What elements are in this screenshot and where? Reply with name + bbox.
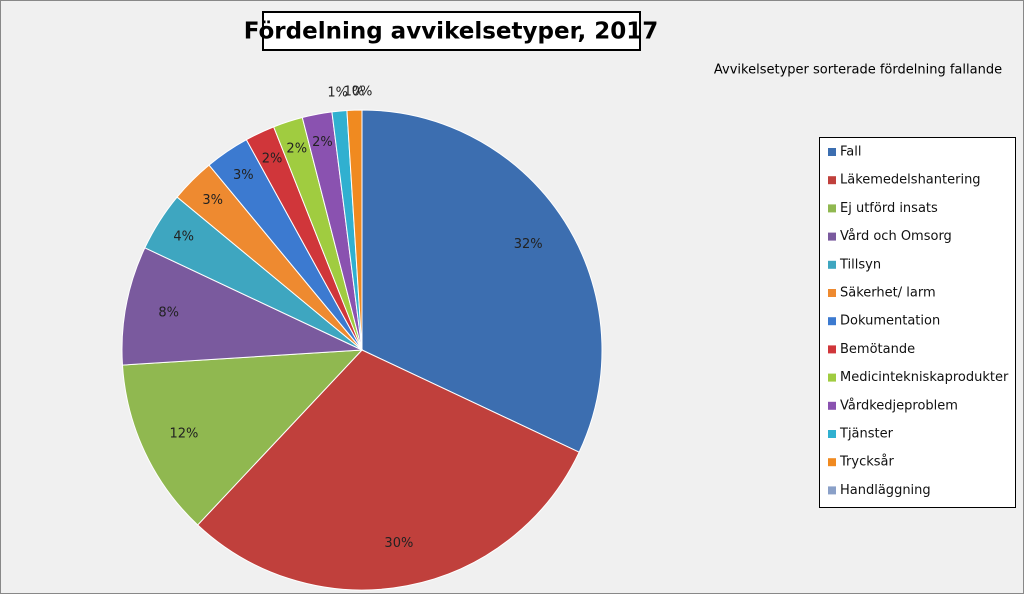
legend-swatch — [828, 148, 836, 156]
legend-swatch — [828, 260, 836, 269]
data-label: 1% — [344, 85, 365, 100]
data-label: 2% — [312, 135, 333, 150]
legend-label: Läkemedelshantering — [840, 173, 981, 188]
data-label: 1% — [327, 86, 348, 101]
legend-swatch — [828, 204, 836, 213]
legend-swatch — [828, 373, 836, 382]
data-label: 2% — [286, 142, 307, 157]
legend-swatch — [828, 430, 836, 438]
chart-subtitle: Avvikelsetyper sorterade fördelning fall… — [714, 63, 1002, 78]
pie-slice — [197, 349, 580, 591]
legend-swatch — [828, 176, 836, 185]
legend-label: Tillsyn — [839, 257, 881, 272]
data-label: 8% — [158, 306, 179, 321]
legend-label: Trycksår — [839, 455, 894, 470]
legend-swatch — [828, 401, 836, 410]
legend-swatch — [828, 345, 836, 354]
legend-swatch — [828, 486, 836, 495]
legend-label: Vårdkedjeproblem — [840, 398, 958, 413]
legend-swatch — [828, 289, 836, 297]
data-label: 32% — [514, 237, 543, 252]
legend-label: Ej utförd insats — [840, 201, 938, 216]
pie-slice — [121, 247, 363, 366]
legend-label: Vård och Omsorg — [840, 229, 952, 244]
legend-label: Fall — [840, 145, 861, 160]
legend-label: Dokumentation — [840, 314, 940, 329]
chart-title: Fördelning avvikelsetyper, 2017 — [244, 19, 659, 45]
title-box — [262, 11, 641, 51]
data-label: 12% — [169, 426, 198, 441]
legend-label: Säkerhet/ larm — [840, 286, 936, 301]
legend-label: Medicintekniskaprodukter — [840, 370, 1009, 385]
legend-box — [819, 137, 1016, 508]
data-label: 30% — [384, 536, 413, 551]
legend-swatch — [828, 458, 836, 467]
legend-label: Bemötande — [840, 342, 915, 357]
pie-slice — [361, 109, 603, 453]
legend-label: Tjänster — [839, 427, 894, 442]
data-label: 0% — [352, 85, 373, 100]
data-label: 3% — [202, 193, 223, 208]
pie-slice — [121, 349, 364, 526]
legend-swatch — [828, 317, 836, 326]
data-label: 3% — [233, 168, 254, 183]
legend-label: Handläggning — [840, 483, 931, 498]
data-label: 2% — [262, 151, 283, 166]
data-label: 4% — [173, 229, 194, 244]
legend-swatch — [828, 232, 836, 241]
